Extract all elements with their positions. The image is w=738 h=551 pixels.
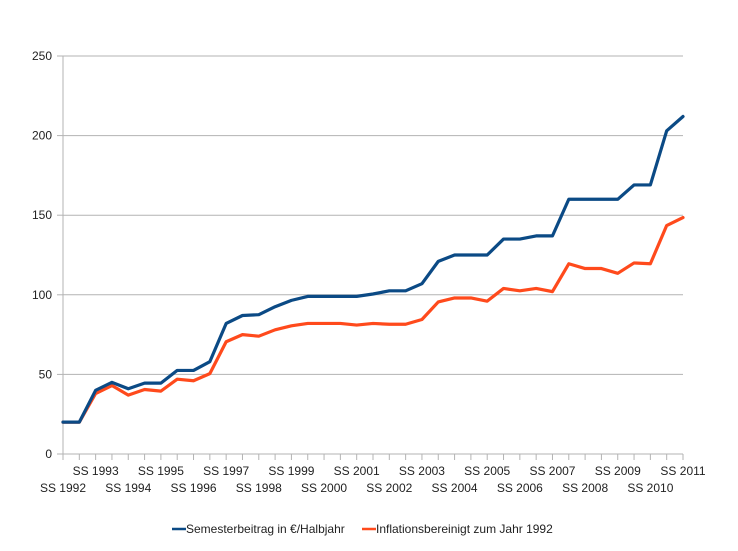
y-tick-label: 100 (32, 288, 52, 302)
x-tick-label: SS 2009 (595, 464, 641, 478)
x-tick-label: SS 2001 (334, 464, 380, 478)
legend: Semesterbeitrag in €/Halbjahr Inflationsb… (172, 522, 553, 536)
series-line-0 (61, 114, 685, 424)
x-tick-label: SS 2000 (301, 481, 347, 495)
x-axis-ticks: SS 1992 SS 1993 SS 1994 SS 1995 SS 1996 SS 19… (40, 454, 706, 495)
x-tick-label: SS 1992 (40, 481, 86, 495)
y-tick-label: 150 (32, 208, 52, 222)
x-tick-label: SS 2003 (399, 464, 445, 478)
y-tick-label: 50 (39, 367, 53, 381)
x-tick-label: SS 1996 (171, 481, 217, 495)
x-tick-label: SS 1995 (138, 464, 184, 478)
legend-item-1: Inflationsbereinigt zum Jahr 1992 (362, 522, 553, 536)
y-tick-label: 0 (45, 447, 52, 461)
legend-label: Inflationsbereinigt zum Jahr 1992 (376, 522, 553, 536)
x-tick-label: SS 1999 (268, 464, 314, 478)
x-tick-label: SS 2008 (562, 481, 608, 495)
x-tick-label: SS 2005 (464, 464, 510, 478)
x-tick-label: SS 2010 (627, 481, 673, 495)
y-axis-ticks: 0 50 100 150 200 250 (32, 49, 63, 461)
series-line-1 (61, 215, 685, 424)
x-tick-label: SS 2004 (432, 481, 478, 495)
x-tick-label: SS 2006 (497, 481, 543, 495)
x-tick-label: SS 2002 (366, 481, 412, 495)
x-tick-label: SS 1998 (236, 481, 282, 495)
x-tick-label: SS 2007 (529, 464, 575, 478)
y-tick-label: 250 (32, 49, 52, 63)
legend-label: Semesterbeitrag in €/Halbjahr (186, 522, 345, 536)
x-tick-label: SS 1993 (73, 464, 119, 478)
legend-item-0: Semesterbeitrag in €/Halbjahr (172, 522, 345, 536)
x-tick-label: SS 2011 (660, 464, 705, 478)
x-tick-label: SS 1994 (105, 481, 151, 495)
y-tick-label: 200 (32, 129, 52, 143)
x-tick-label: SS 1997 (203, 464, 249, 478)
series-lines (61, 114, 685, 424)
